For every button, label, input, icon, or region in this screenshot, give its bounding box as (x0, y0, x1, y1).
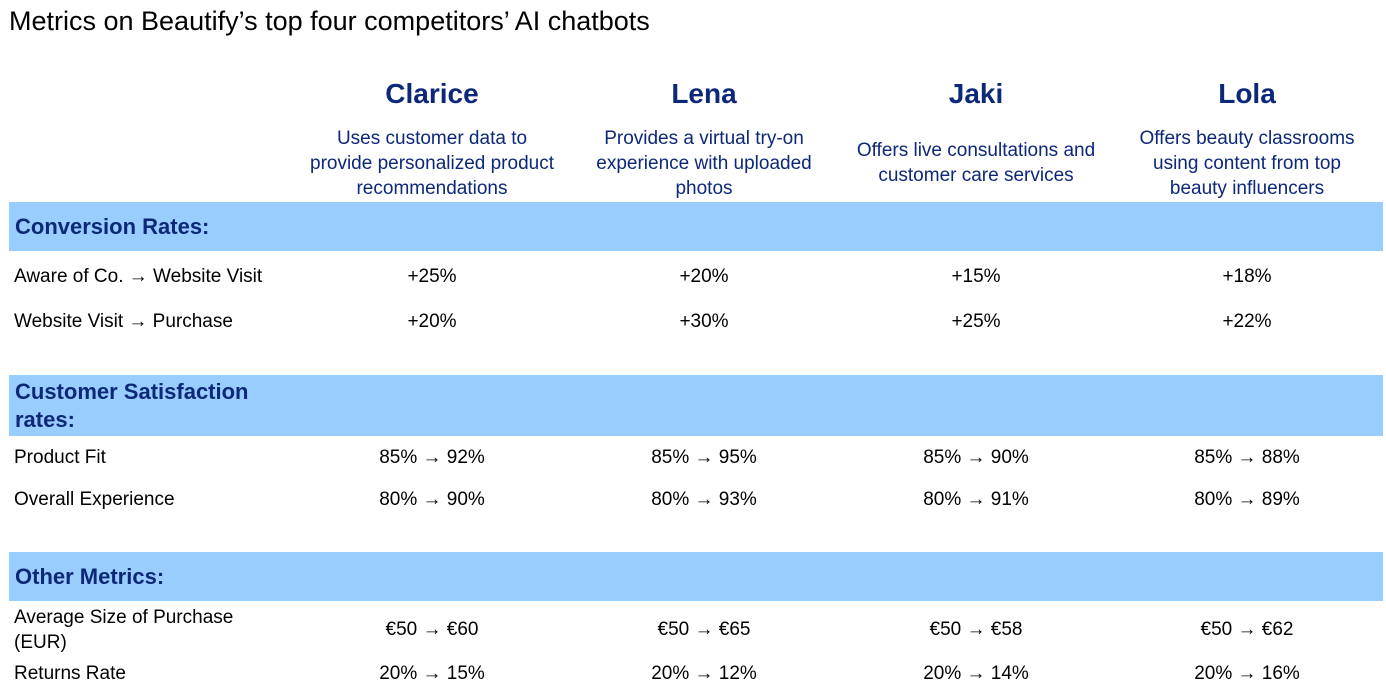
table-cell: +25% (951, 311, 1001, 332)
competitor-description-text: Uses customer data to provide personaliz… (310, 127, 554, 199)
table-cell: 85% → 92% (379, 447, 485, 468)
table-cell: €50 → €65 (657, 619, 751, 640)
table-cell: 80% → 93% (651, 489, 757, 510)
table-cell: €50 → €62 (1200, 619, 1294, 640)
table-cell: 80% → 90% (379, 489, 485, 510)
row-label: Aware of Co. → Website Visit (14, 266, 263, 287)
competitor-name-lena: Lena (671, 78, 737, 109)
row-label-line1: Average Size of Purchase (14, 607, 234, 628)
table-cell: 85% → 90% (923, 447, 1029, 468)
table-cell: +18% (1222, 266, 1272, 287)
competitor-description-text: Offers beauty classrooms using content f… (1139, 127, 1355, 199)
table-cell: €50 → €58 (929, 619, 1023, 640)
section-heading: Other Metrics: (15, 564, 165, 589)
competitor-description-lena: Provides a virtual try-on experience wit… (568, 125, 840, 201)
row-label: Overall Experience (14, 489, 175, 510)
section-heading: Conversion Rates: (15, 214, 210, 239)
table-cell: +25% (407, 266, 457, 287)
section-heading-line1: Customer Satisfaction (15, 379, 249, 404)
row-label: Website Visit → Purchase (14, 311, 233, 332)
table-cell: 80% → 91% (923, 489, 1029, 510)
table-cell: 85% → 88% (1194, 447, 1300, 468)
table-cell: 20% → 16% (1194, 663, 1300, 684)
competitor-description-text: Provides a virtual try-on experience wit… (596, 127, 812, 199)
competitor-name-clarice: Clarice (385, 78, 479, 109)
competitor-description-jaki: Offers live consultations and customer c… (840, 125, 1112, 201)
competitor-name-lola: Lola (1218, 78, 1276, 109)
section-heading-line2: rates: (15, 407, 75, 432)
competitor-name-jaki: Jaki (948, 78, 1004, 109)
row-label: Returns Rate (14, 663, 126, 684)
table-cell: 85% → 95% (651, 447, 757, 468)
table-cell: +22% (1222, 311, 1272, 332)
section-bar-customer-satisfaction: Customer Satisfaction rates: (9, 375, 1383, 436)
competitor-description-text: Offers live consultations and customer c… (856, 140, 1096, 186)
table-cell: +15% (951, 266, 1001, 287)
row-label-line2: (EUR) (14, 632, 67, 653)
table-cell: €50 → €60 (385, 619, 479, 640)
page-title: Metrics on Beautify’s top four competito… (9, 6, 650, 36)
row-label: Product Fit (14, 447, 106, 468)
section-bar-conversion-rates: Conversion Rates: (9, 202, 1383, 251)
table-cell: +20% (407, 311, 457, 332)
table-cell: +30% (679, 311, 729, 332)
competitor-description-clarice: Uses customer data to provide personaliz… (296, 125, 568, 201)
table-cell: 20% → 12% (651, 663, 757, 684)
table-cell: 20% → 15% (379, 663, 485, 684)
table-cell: 80% → 89% (1194, 489, 1300, 510)
table-cell: 20% → 14% (923, 663, 1029, 684)
competitor-description-lola: Offers beauty classrooms using content f… (1111, 125, 1383, 201)
table-cell: +20% (679, 266, 729, 287)
section-bar-other-metrics: Other Metrics: (9, 552, 1383, 601)
